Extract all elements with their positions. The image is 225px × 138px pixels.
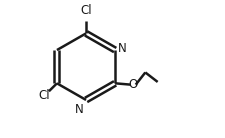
- Text: Cl: Cl: [80, 4, 91, 17]
- Text: O: O: [128, 78, 137, 91]
- Text: N: N: [74, 103, 83, 116]
- Text: Cl: Cl: [39, 89, 50, 102]
- Text: N: N: [117, 42, 126, 55]
